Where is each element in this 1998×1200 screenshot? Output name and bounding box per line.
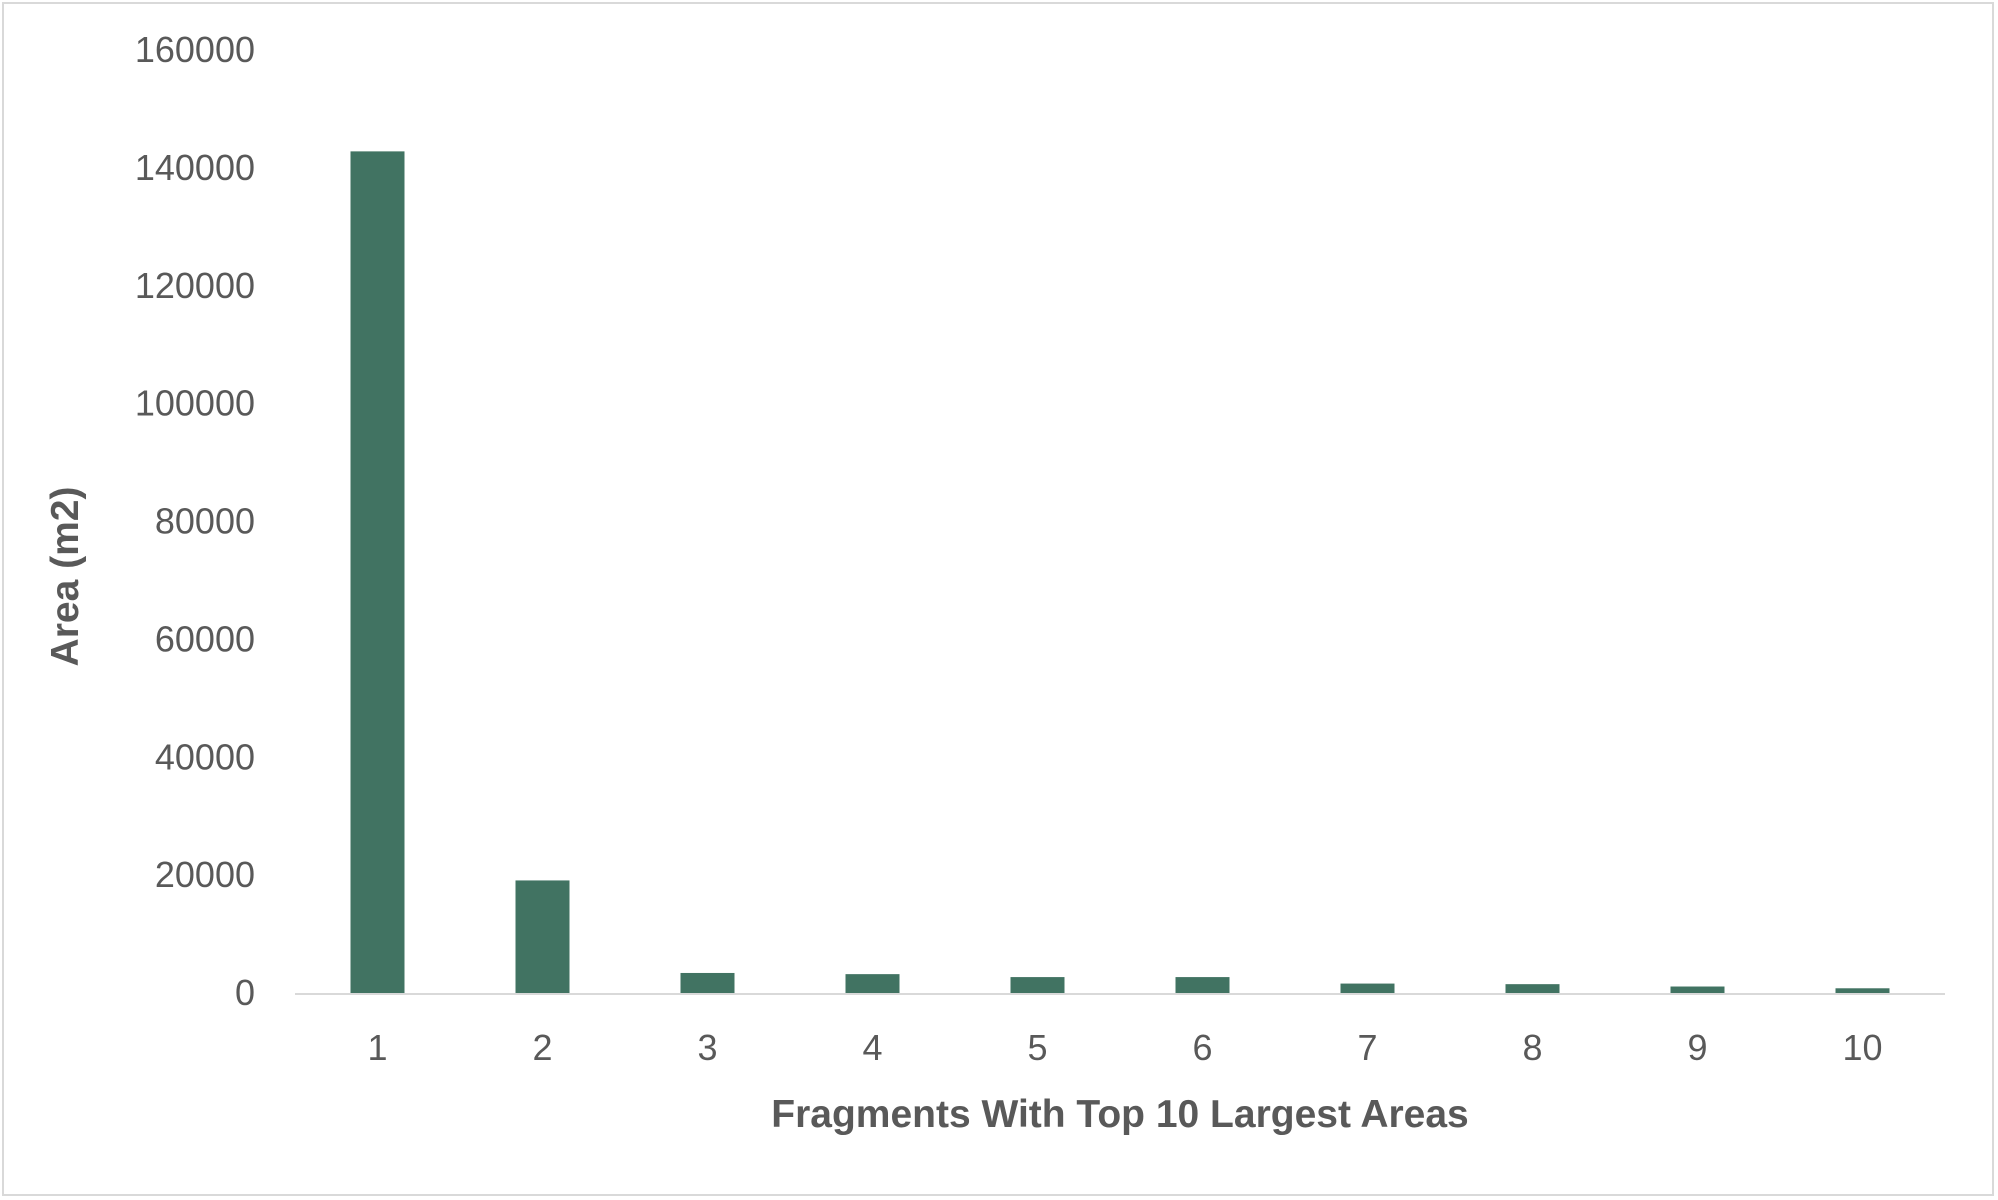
x-tick-label: 4 — [862, 1027, 882, 1068]
y-tick-label: 100000 — [135, 383, 255, 424]
bar — [845, 974, 900, 993]
y-tick-label: 40000 — [155, 736, 255, 777]
y-axis-title: Area (m2) — [44, 487, 87, 667]
bar — [680, 972, 735, 993]
x-tick-label: 2 — [532, 1027, 552, 1068]
bar — [1670, 986, 1725, 993]
bar — [350, 151, 405, 993]
bar — [1505, 984, 1560, 993]
bar — [1835, 988, 1890, 993]
x-tick-label: 5 — [1027, 1027, 1047, 1068]
bar — [1340, 983, 1395, 993]
y-tick-label: 80000 — [155, 501, 255, 542]
y-tick-label: 20000 — [155, 854, 255, 895]
y-tick-label: 0 — [235, 972, 255, 1013]
x-tick-label: 7 — [1357, 1027, 1377, 1068]
x-tick-label: 1 — [367, 1027, 387, 1068]
y-tick-label: 160000 — [135, 29, 255, 70]
x-tick-label: 8 — [1522, 1027, 1542, 1068]
x-tick-label: 6 — [1192, 1027, 1212, 1068]
bar — [515, 880, 570, 993]
x-tick-label: 9 — [1687, 1027, 1707, 1068]
y-axis-ticks: 0 20000 40000 60000 80000 100000 120000 140000 1… — [135, 29, 255, 1013]
y-tick-label: 120000 — [135, 265, 255, 306]
bar — [1010, 977, 1065, 993]
x-axis-title: Fragments With Top 10 Largest Areas — [771, 1093, 1468, 1136]
bars — [350, 151, 1890, 993]
x-tick-label: 10 — [1842, 1027, 1882, 1068]
y-tick-label: 60000 — [155, 618, 255, 659]
x-tick-label: 3 — [697, 1027, 717, 1068]
y-tick-label: 140000 — [135, 147, 255, 188]
bar — [1175, 977, 1230, 993]
x-axis-ticks: 1 2 3 4 5 6 7 8 9 10 — [367, 1027, 1882, 1068]
